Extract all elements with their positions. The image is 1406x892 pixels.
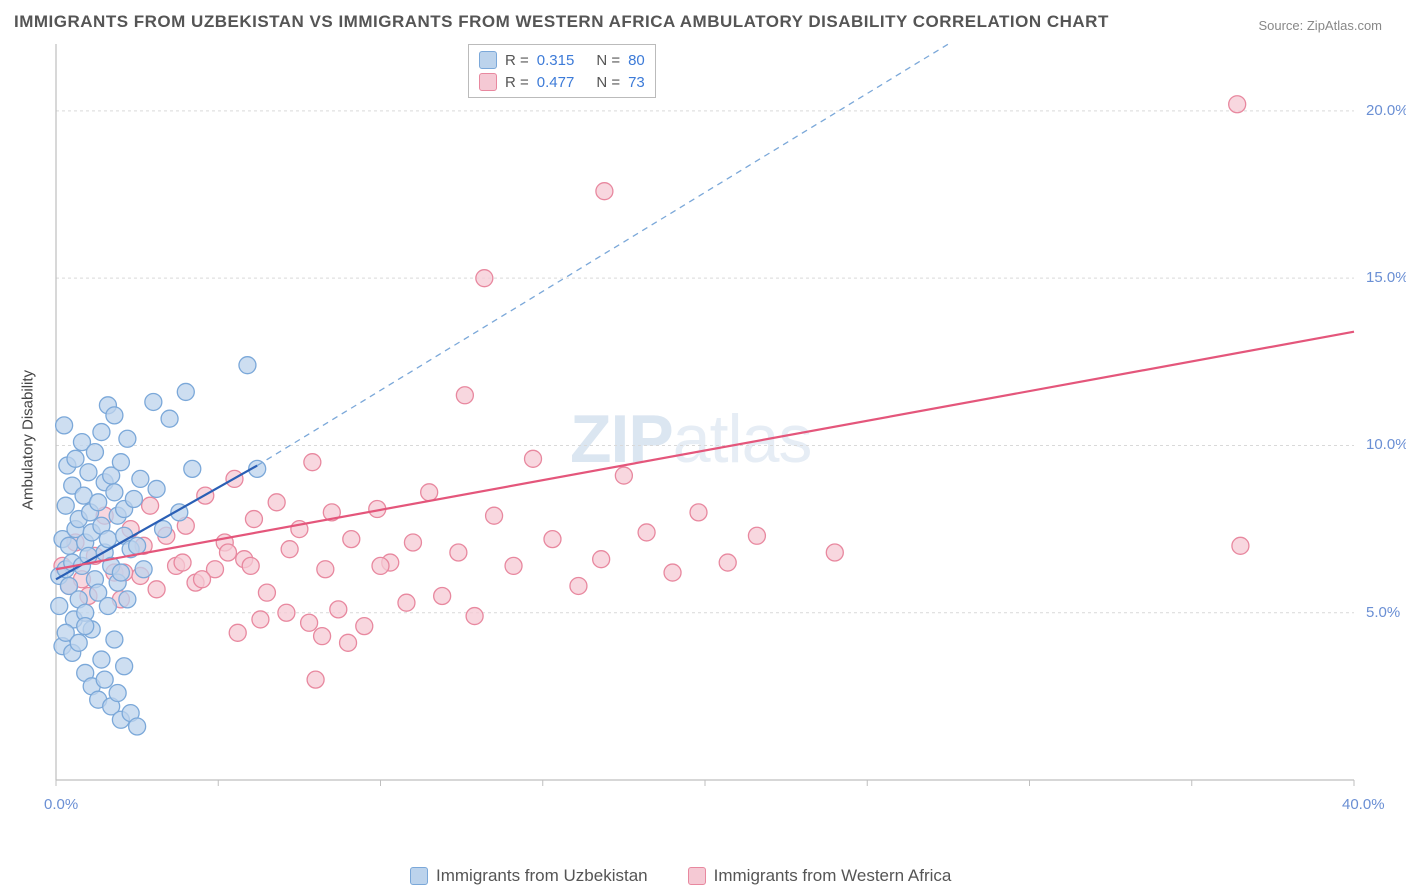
y-tick-label: 20.0%: [1366, 102, 1406, 119]
legend-row-series1: R = 0.315 N = 80: [479, 49, 645, 71]
r-value-series1: 0.315: [537, 52, 575, 69]
n-label: N =: [596, 52, 620, 69]
series-legend: Immigrants from Uzbekistan Immigrants fr…: [410, 866, 951, 886]
swatch-series1: [410, 867, 428, 885]
correlation-legend: R = 0.315 N = 80 R = 0.477 N = 73: [468, 44, 656, 98]
legend-label-series2: Immigrants from Western Africa: [714, 866, 952, 886]
legend-item-series2: Immigrants from Western Africa: [688, 866, 952, 886]
y-tick-label: 10.0%: [1366, 436, 1406, 453]
swatch-series2: [479, 73, 497, 91]
legend-label-series1: Immigrants from Uzbekistan: [436, 866, 648, 886]
n-label: N =: [596, 74, 620, 91]
swatch-series2: [688, 867, 706, 885]
y-tick-label: 5.0%: [1366, 604, 1400, 621]
legend-row-series2: R = 0.477 N = 73: [479, 71, 645, 93]
scatter-chart: [48, 40, 1358, 826]
y-axis-label: Ambulatory Disability: [20, 370, 37, 510]
chart-title: IMMIGRANTS FROM UZBEKISTAN VS IMMIGRANTS…: [14, 12, 1109, 32]
y-tick-label: 15.0%: [1366, 269, 1406, 286]
source-attribution: Source: ZipAtlas.com: [1258, 18, 1382, 33]
x-tick-label: 0.0%: [44, 796, 78, 813]
legend-item-series1: Immigrants from Uzbekistan: [410, 866, 648, 886]
r-label: R =: [505, 52, 529, 69]
swatch-series1: [479, 51, 497, 69]
r-value-series2: 0.477: [537, 74, 575, 91]
x-tick-label: 40.0%: [1342, 796, 1385, 813]
n-value-series2: 73: [628, 74, 645, 91]
n-value-series1: 80: [628, 52, 645, 69]
r-label: R =: [505, 74, 529, 91]
